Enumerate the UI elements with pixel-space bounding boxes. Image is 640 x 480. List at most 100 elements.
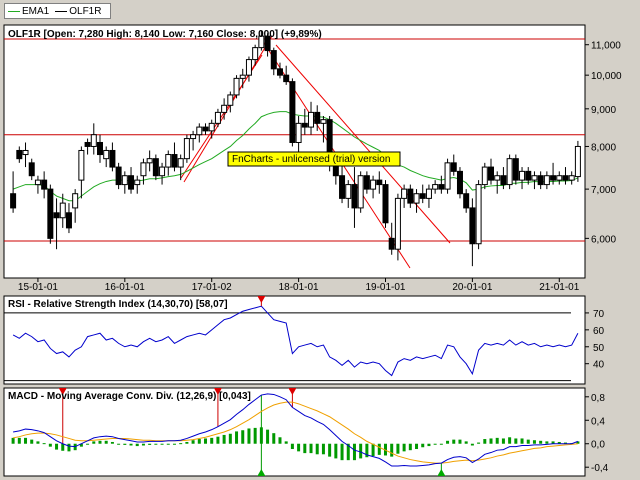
candle-body-13 — [90, 134, 97, 147]
macd-hist-bar-70 — [446, 440, 450, 444]
candle-body-32 — [208, 122, 215, 132]
rsi-y-ticks: 40 50 60 70 — [585, 309, 605, 371]
candle-body-62 — [394, 197, 401, 250]
macd-hist-bar-49 — [315, 443, 319, 455]
macd-hist-bar-86 — [545, 441, 549, 444]
candle-body-30 — [196, 126, 203, 136]
candle-body-46 — [295, 122, 302, 143]
candle-body-34 — [221, 104, 228, 113]
macd-hist-bar-62 — [396, 443, 400, 454]
macd-hist-bar-45 — [290, 443, 294, 450]
macd-hist-bar-74 — [470, 443, 474, 446]
macd-hist-bar-79 — [501, 438, 505, 444]
candle-body-24 — [159, 166, 166, 177]
candle-body-8 — [59, 202, 66, 219]
candle-body-31 — [202, 126, 209, 132]
macd-marker-arrow-1 — [213, 388, 222, 395]
candle-body-49 — [314, 111, 321, 124]
macd-hist-bar-39 — [253, 427, 257, 444]
price-ytick-label-0: 6,000 — [591, 234, 616, 245]
macd-hist-bar-47 — [303, 443, 307, 454]
price-ytick-label-3: 9,000 — [591, 105, 616, 116]
macd-ytick-label-3: 0,8 — [591, 393, 605, 404]
candle-body-15 — [103, 149, 110, 160]
candle-body-12 — [84, 141, 91, 147]
macd-hist-bar-71 — [452, 439, 456, 444]
macd-hist-bar-15 — [104, 440, 108, 444]
macd-hist-bar-55 — [352, 443, 356, 461]
candle-body-11 — [78, 149, 85, 181]
macd-signal-line-group — [13, 401, 578, 464]
candle-body-80 — [506, 158, 513, 186]
price-ytick-label-2: 8,000 — [591, 142, 616, 153]
rsi-line — [12, 305, 579, 377]
candle-body-54 — [345, 184, 352, 199]
watermark-bg — [227, 151, 401, 167]
macd-hist-bar-43 — [278, 437, 282, 444]
macd-hist-bar-14 — [98, 440, 102, 444]
candles — [10, 30, 581, 267]
candle-body-6 — [47, 188, 54, 239]
macd-hist-bar-72 — [458, 439, 462, 444]
macd-hist-bar-23 — [154, 443, 158, 445]
candle-body-63 — [401, 188, 408, 199]
macd-hist-bar-5 — [42, 443, 46, 445]
macd-hist-bar-27 — [179, 443, 183, 445]
macd-hist-bar-57 — [365, 443, 369, 458]
candle-body-56 — [357, 175, 364, 209]
candle-body-16 — [109, 149, 116, 168]
candle-body-90 — [568, 175, 575, 181]
macd-hist-bar-82 — [520, 438, 524, 444]
candle-body-5 — [41, 179, 48, 190]
candle-body-81 — [512, 158, 519, 181]
candle-body-0 — [10, 193, 17, 209]
macd-marker-arrow-0 — [58, 388, 67, 395]
candle-body-26 — [171, 154, 178, 168]
candle-body-1 — [16, 149, 23, 160]
macd-hist-bar-58 — [371, 443, 375, 457]
rsi-line-group — [12, 305, 579, 377]
macd-hist-bar-63 — [402, 443, 406, 452]
candle-body-84 — [531, 175, 538, 181]
macd-hist-bar-38 — [247, 428, 251, 444]
candle-body-2 — [22, 149, 29, 156]
rsi-marker-arrow-0 — [257, 296, 266, 303]
candle-body-85 — [537, 175, 544, 186]
macd-hist-bar-17 — [117, 443, 121, 445]
macd-hist-bar-77 — [489, 438, 493, 444]
macd-hist-bar-51 — [328, 443, 332, 457]
macd-ytick-label-2: 0,4 — [591, 416, 605, 427]
candle-body-21 — [140, 162, 147, 177]
legend-item-olf1r[interactable]: OLF1R — [55, 6, 101, 17]
rsi-ytick-label-1: 50 — [593, 343, 605, 354]
macd-hist-bar-37 — [241, 430, 245, 444]
candle-body-7 — [53, 212, 60, 219]
macd-hist-bar-1 — [17, 437, 21, 444]
candle-body-65 — [413, 193, 420, 204]
candle-body-91 — [574, 145, 581, 178]
macd-hist-bar-6 — [48, 443, 52, 447]
legend-item-ema[interactable]: EMA1 — [8, 6, 49, 17]
macd-marker-arrow-3 — [288, 388, 297, 395]
candle-body-86 — [543, 175, 550, 186]
candle-body-55 — [351, 184, 358, 209]
macd-hist-bar-64 — [408, 443, 412, 451]
rsi-horizontal-lines — [4, 312, 571, 382]
candle-body-40 — [258, 35, 265, 49]
watermark-box: FnCharts - unlicensed (trial) version — [227, 151, 401, 167]
candle-body-58 — [370, 179, 377, 190]
price-xtick-label-5: 20-01-01 — [452, 282, 492, 293]
macd-title: MACD - Moving Average Conv. Div. (12,26,… — [8, 391, 251, 402]
price-y-ticks: 6,000 7,000 8,000 9,000 10,000 11,000 — [585, 41, 622, 245]
candle-body-10 — [72, 193, 79, 209]
candle-body-14 — [96, 141, 103, 156]
macd-hist-bar-41 — [266, 429, 270, 444]
macd-hist-bar-20 — [135, 443, 139, 447]
macd-hist-bar-29 — [191, 440, 195, 444]
candle-body-82 — [519, 170, 526, 181]
macd-hist-bar-30 — [197, 439, 201, 444]
macd-hist-bar-44 — [284, 441, 288, 444]
candle-body-37 — [239, 74, 246, 79]
rsi-ytick-label-3: 70 — [593, 309, 605, 320]
